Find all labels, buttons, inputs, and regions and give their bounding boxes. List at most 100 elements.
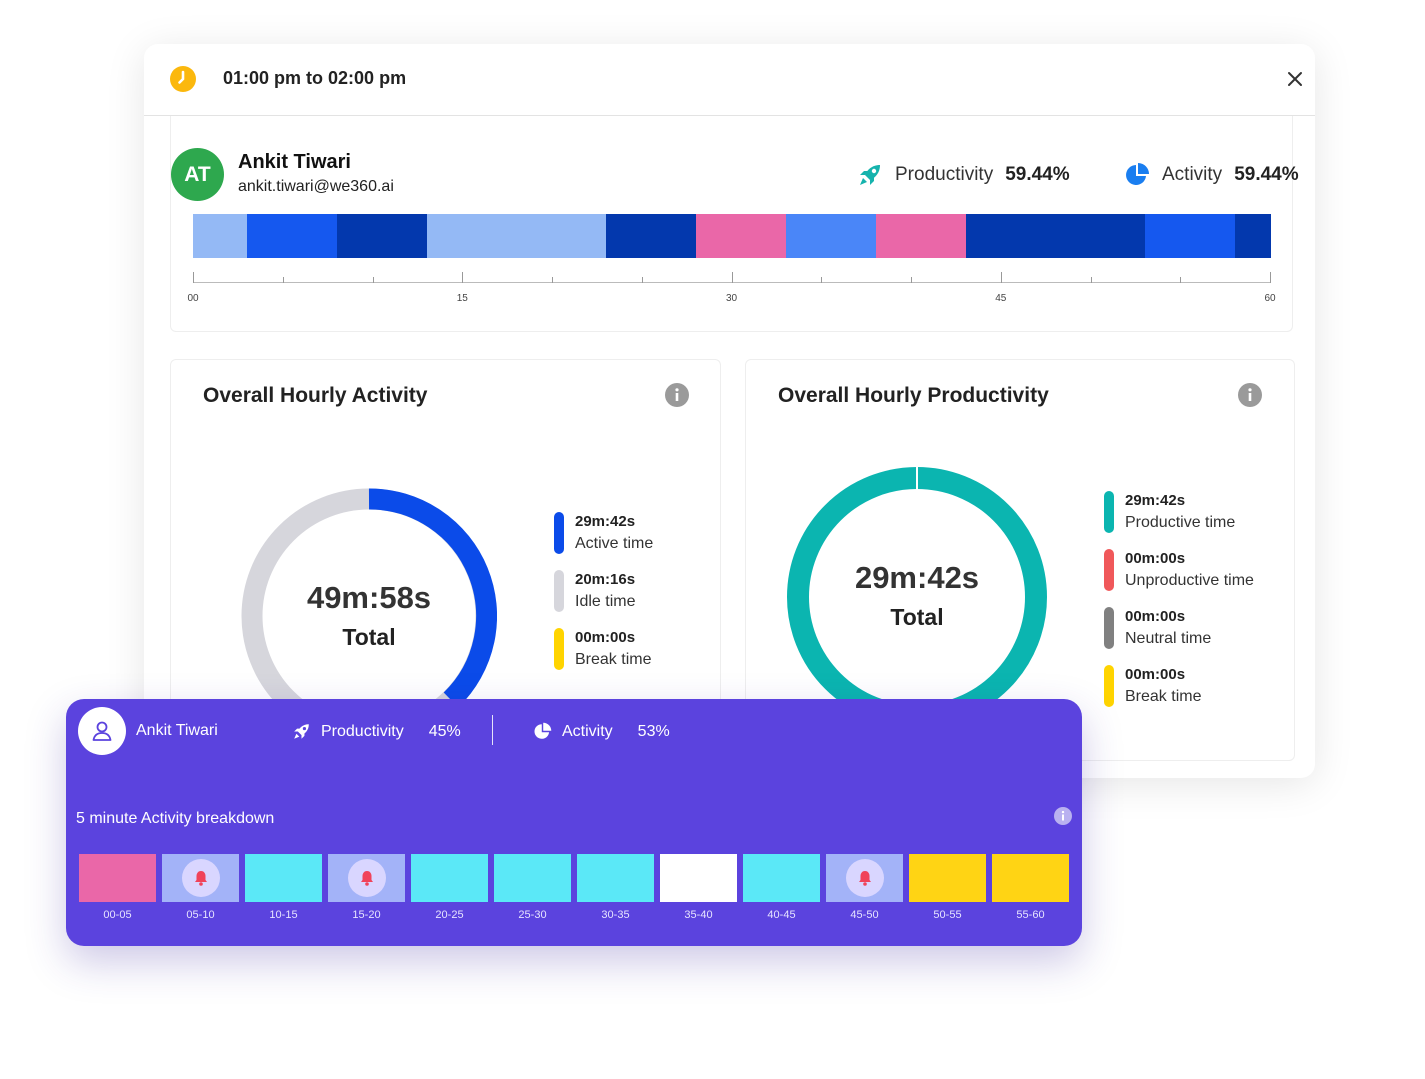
activity-slot[interactable] <box>245 854 322 902</box>
legend-swatch <box>554 512 564 554</box>
axis-tick <box>1180 277 1182 283</box>
axis-tick-label: 15 <box>456 293 468 304</box>
axis-tick <box>282 277 284 283</box>
info-icon[interactable] <box>1054 807 1072 825</box>
legend-swatch <box>1104 549 1114 591</box>
info-icon[interactable] <box>1238 383 1262 407</box>
activity-label: Activity <box>1162 164 1223 185</box>
activity-slot[interactable] <box>328 854 405 902</box>
axis-tick <box>731 272 733 283</box>
divider <box>492 715 493 745</box>
productivity-total: 29m:42s Total <box>817 560 1017 631</box>
axis-tick <box>552 277 553 283</box>
axis-tick <box>193 272 194 283</box>
productivity-label: Productivity <box>895 164 994 185</box>
legend-label: Active time <box>575 535 654 552</box>
legend-label: Neutral time <box>1125 630 1212 647</box>
slot-label: 50-55 <box>933 909 962 921</box>
activity-total: 49m:58s Total <box>269 580 469 651</box>
slot-label: 15-20 <box>352 909 381 921</box>
legend-label: Idle time <box>575 593 636 610</box>
activity-slot[interactable] <box>660 854 737 902</box>
legend-value: 00m:00s <box>1125 666 1186 683</box>
slot-label: 00-05 <box>103 909 132 921</box>
user-name: Ankit Tiwari <box>136 722 218 739</box>
clock-icon <box>170 66 196 92</box>
productivity-total-label: Total <box>890 604 944 630</box>
slot-label: 45-50 <box>850 909 879 921</box>
header: 01:00 pm to 02:00 pm <box>144 44 1315 116</box>
timeline-segment <box>696 214 786 258</box>
activity-slot[interactable] <box>577 854 654 902</box>
activity-label: Activity <box>562 722 613 740</box>
user-name: Ankit Tiwari <box>238 151 351 173</box>
slot-label: 20-25 <box>435 909 464 921</box>
slot-label: 35-40 <box>684 909 713 921</box>
hourly-timeline <box>193 214 1271 258</box>
axis-tick-label: 45 <box>995 293 1007 304</box>
axis-tick <box>462 272 464 283</box>
avatar: AT <box>171 148 224 201</box>
productivity-total-value: 29m:42s <box>854 560 980 595</box>
legend-label: Break time <box>1125 688 1202 705</box>
user-icon <box>92 721 112 741</box>
timeline-segment <box>785 214 876 258</box>
pie-chart-icon <box>534 722 552 739</box>
rocket-icon <box>294 724 309 739</box>
activity-slot[interactable] <box>162 854 239 902</box>
axis-tick-label: 00 <box>187 293 199 304</box>
hourly-activity-panel: Overall Hourly Activity 49m:58s Total 29… <box>170 359 721 761</box>
slot-label: 10-15 <box>269 909 298 921</box>
legend-label: Productive time <box>1125 514 1236 531</box>
timeline-segment <box>246 214 337 258</box>
page-title: 01:00 pm to 02:00 pm <box>223 68 407 88</box>
slot-label: 55-60 <box>1016 909 1045 921</box>
timeline-segment <box>193 214 247 258</box>
legend-swatch <box>554 570 564 612</box>
productivity-label: Productivity <box>321 722 404 740</box>
legend-swatch <box>1104 491 1114 533</box>
axis-tick <box>1090 277 1092 283</box>
legend-swatch <box>554 628 564 670</box>
hourly-productivity-panel: Overall Hourly Productivity 29m:42s Tota… <box>745 359 1295 761</box>
activity-slot[interactable] <box>909 854 986 902</box>
slot-label: 25-30 <box>518 909 547 921</box>
timeline-segment <box>1145 214 1235 258</box>
user-summary-panel: AT Ankit Tiwari ankit.tiwari@we360.ai Pr… <box>170 116 1299 332</box>
bell-icon <box>845 859 884 897</box>
axis-tick <box>1270 272 1271 283</box>
axis-tick-label: 60 <box>1264 293 1276 304</box>
timeline-segment <box>1235 214 1271 258</box>
slot-label: 05-10 <box>186 909 215 921</box>
activity-slot[interactable] <box>743 854 820 902</box>
activity-slot[interactable] <box>826 854 903 902</box>
legend-value: 00m:00s <box>575 629 636 646</box>
avatar <box>78 707 126 755</box>
timeline-segment <box>426 214 607 258</box>
close-icon[interactable] <box>1284 68 1306 90</box>
activity-slot[interactable] <box>494 854 571 902</box>
session-detail-card: 01:00 pm to 02:00 pm AT Ankit Tiwari ank… <box>144 44 1315 778</box>
slot-label: 30-35 <box>601 909 630 921</box>
timeline-segment <box>336 214 427 258</box>
axis-tick <box>821 277 823 283</box>
productivity-metric: Productivity 59.44% <box>857 162 1070 188</box>
rocket-icon <box>860 165 880 185</box>
bell-icon <box>347 859 386 897</box>
legend-label: Break time <box>575 651 652 668</box>
axis-tick <box>911 277 912 283</box>
panel-title: Overall Hourly Activity <box>203 384 428 407</box>
info-icon[interactable] <box>665 383 689 407</box>
legend-value: 29m:42s <box>1125 492 1186 509</box>
legend-value: 00m:00s <box>1125 550 1186 567</box>
breakdown-subtitle: 5 minute Activity breakdown <box>76 810 275 827</box>
timeline-segment <box>875 214 966 258</box>
activity-slot[interactable] <box>79 854 156 902</box>
activity-slot[interactable] <box>992 854 1069 902</box>
productivity-value: 45% <box>428 722 461 740</box>
activity-slot[interactable] <box>411 854 488 902</box>
legend-value: 00m:00s <box>1125 608 1186 625</box>
timeline-segment <box>965 214 1146 258</box>
legend-value: 29m:42s <box>575 513 636 530</box>
legend-swatch <box>1104 665 1114 707</box>
